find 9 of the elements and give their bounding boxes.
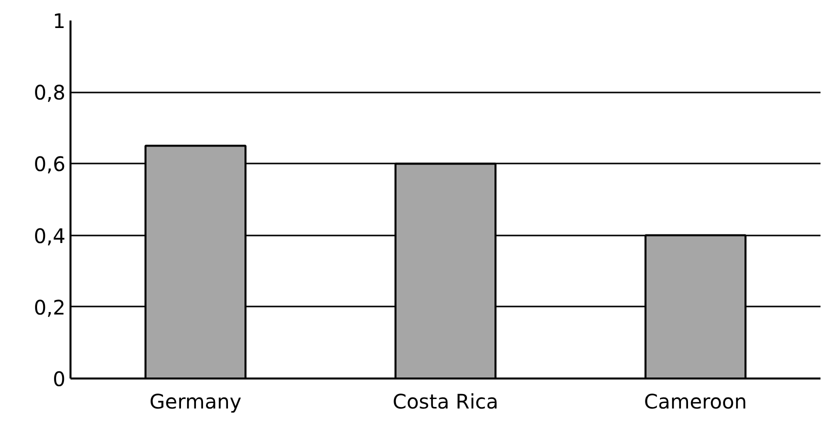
y-tick-label: 0 (52, 367, 66, 391)
y-tick-label: 0,6 (34, 152, 66, 176)
x-tick-label: Cameroon (644, 390, 747, 414)
x-tick-label: Costa Rica (392, 390, 498, 414)
x-tick-label: Germany (150, 390, 242, 414)
y-tick-label: 0,8 (34, 80, 66, 105)
y-tick-label: 0,4 (34, 224, 66, 248)
y-tick-label: 1 (52, 9, 66, 33)
y-tick-label: 0,2 (34, 295, 66, 320)
